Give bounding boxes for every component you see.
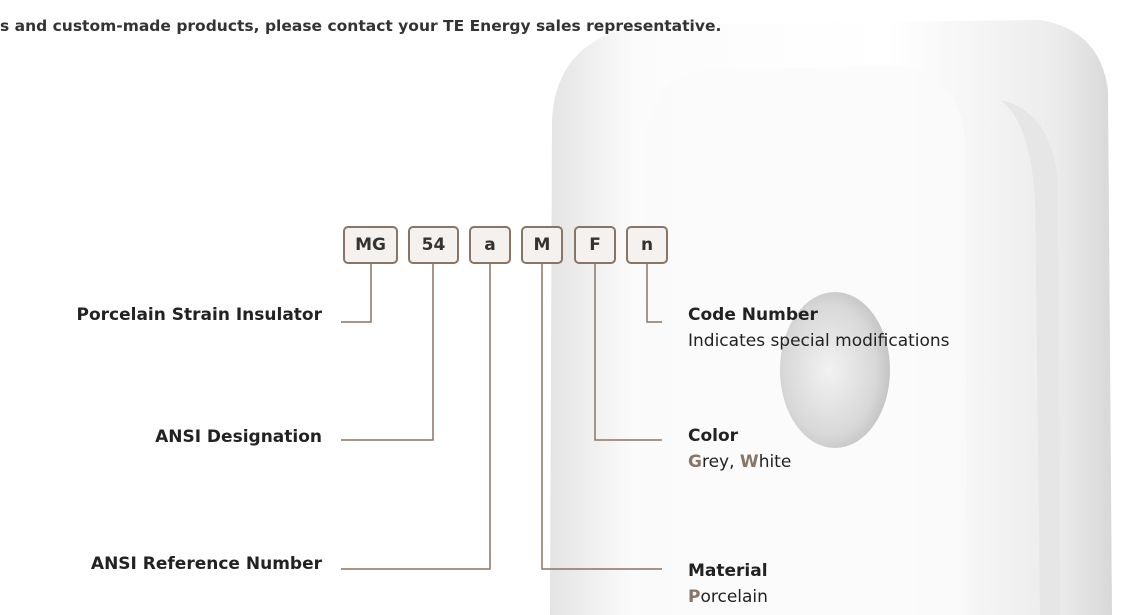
right-label: Color Grey, White xyxy=(688,426,791,472)
label-part: P xyxy=(688,587,700,607)
label-title: Code Number xyxy=(688,305,950,325)
code-box: n xyxy=(626,226,668,264)
left-label: ANSI Designation xyxy=(155,427,322,447)
code-box: M xyxy=(521,226,563,264)
label-part: orcelain xyxy=(700,587,767,607)
left-label: ANSI Reference Number xyxy=(91,554,322,574)
label-desc: Grey, White xyxy=(688,452,791,472)
header-text: s and custom-made products, please conta… xyxy=(0,17,721,35)
label-part: G xyxy=(688,452,702,472)
label-part: Indicates special modifications xyxy=(688,331,950,351)
right-label: Material Porcelain xyxy=(688,561,768,607)
right-label: Code Number Indicates special modificatio… xyxy=(688,305,950,351)
label-desc: Porcelain xyxy=(688,587,768,607)
code-box: 54 xyxy=(408,226,459,264)
left-label: Porcelain Strain Insulator xyxy=(77,305,323,325)
label-part: hite xyxy=(759,452,792,472)
label-part: rey, xyxy=(702,452,740,472)
label-part: W xyxy=(740,452,759,472)
label-title: Color xyxy=(688,426,791,446)
code-box: F xyxy=(574,226,616,264)
code-box: MG xyxy=(343,226,398,264)
code-box: a xyxy=(469,226,511,264)
label-title: Material xyxy=(688,561,768,581)
page: s and custom-made products, please conta… xyxy=(0,0,1142,615)
label-desc: Indicates special modifications xyxy=(688,331,950,351)
